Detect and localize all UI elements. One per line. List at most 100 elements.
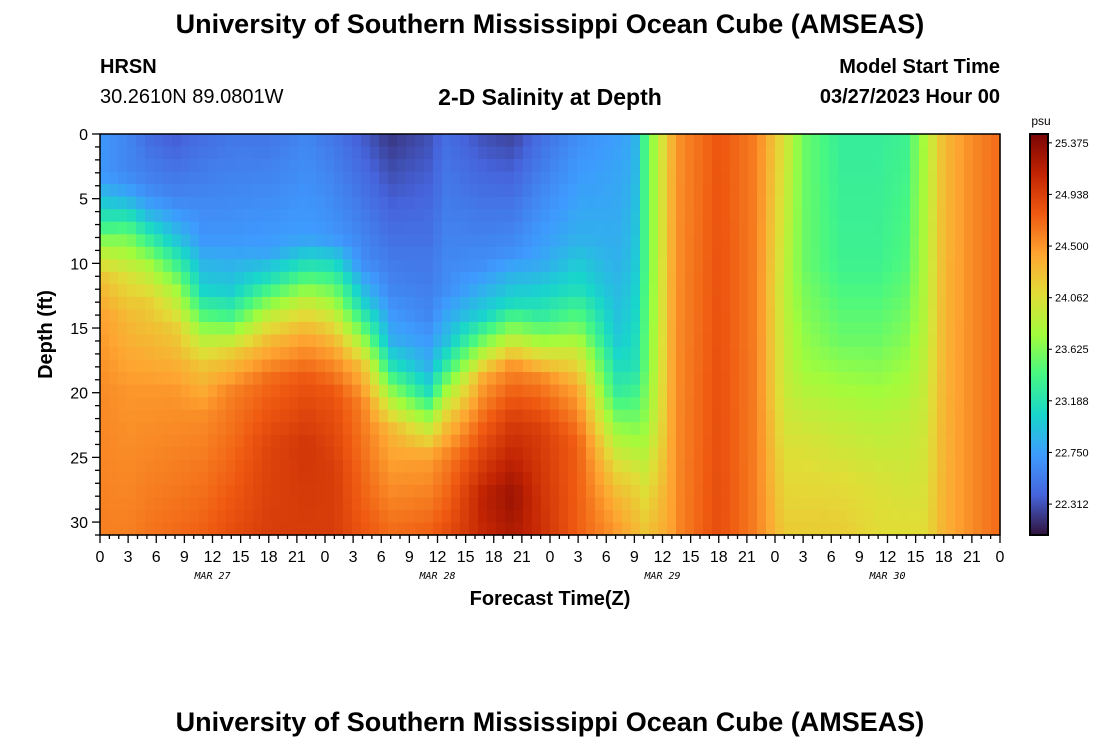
heatmap-cell — [640, 384, 650, 398]
heatmap-cell — [145, 372, 155, 386]
heatmap-cell — [784, 171, 794, 185]
heatmap-cell — [946, 347, 956, 361]
heatmap-cell — [523, 422, 533, 436]
heatmap-cell — [298, 384, 308, 398]
heatmap-cell — [712, 384, 722, 398]
heatmap-cell — [298, 284, 308, 298]
heatmap-cell — [343, 234, 353, 248]
heatmap-cell — [847, 196, 857, 210]
heatmap-cell — [613, 159, 623, 173]
heatmap-cell — [352, 522, 362, 536]
heatmap-cell — [631, 284, 641, 298]
heatmap-cell — [190, 196, 200, 210]
heatmap-cell — [838, 171, 848, 185]
heatmap-cell — [505, 472, 515, 486]
heatmap-cell — [622, 422, 632, 436]
heatmap-cell — [253, 234, 263, 248]
heatmap-cell — [262, 509, 272, 524]
heatmap-cell — [334, 246, 344, 260]
heatmap-cell — [856, 359, 866, 373]
heatmap-cell — [298, 497, 308, 511]
heatmap-cell — [262, 196, 272, 210]
heatmap-cell — [118, 347, 128, 361]
heatmap-cell — [325, 497, 335, 511]
heatmap-cell — [910, 309, 920, 323]
heatmap-cell — [739, 271, 749, 285]
heatmap-cell — [919, 284, 929, 298]
heatmap-cell — [496, 246, 506, 260]
heatmap-cell — [658, 309, 668, 323]
heatmap-cell — [253, 497, 263, 511]
heatmap-cell — [946, 246, 956, 260]
heatmap-cell — [631, 184, 641, 198]
heatmap-cell — [235, 184, 245, 198]
heatmap-cell — [352, 447, 362, 461]
heatmap-cell — [631, 459, 641, 473]
heatmap-cell — [838, 246, 848, 260]
heatmap-cell — [928, 296, 938, 311]
heatmap-cell — [487, 484, 497, 499]
heatmap-cell — [550, 422, 560, 436]
heatmap-cell — [460, 221, 470, 235]
heatmap-cell — [451, 146, 461, 160]
heatmap-cell — [757, 397, 767, 411]
heatmap-cell — [910, 359, 920, 373]
heatmap-cell — [271, 246, 281, 260]
heatmap-cell — [253, 384, 263, 398]
heatmap-cell — [325, 409, 335, 423]
heatmap-cell — [460, 159, 470, 173]
heatmap-cell — [496, 459, 506, 473]
heatmap-cell — [334, 209, 344, 223]
heatmap-cell — [613, 259, 623, 273]
heatmap-cell — [208, 259, 218, 273]
heatmap-cell — [973, 334, 983, 348]
chart-title: University of Southern Mississippi Ocean… — [175, 9, 925, 39]
heatmap-cell — [847, 221, 857, 235]
heatmap-cell — [397, 234, 407, 248]
heatmap-cell — [838, 284, 848, 298]
heatmap-cell — [721, 259, 731, 273]
heatmap-cell — [883, 484, 893, 499]
heatmap-cell — [685, 409, 695, 423]
heatmap-cell — [964, 522, 974, 536]
heatmap-cell — [262, 246, 272, 260]
y-axis-label: Depth (ft) — [35, 290, 57, 379]
heatmap-cell — [163, 522, 173, 536]
heatmap-cell — [316, 271, 326, 285]
heatmap-cell — [154, 384, 164, 398]
heatmap-cell — [559, 259, 569, 273]
heatmap-cell — [379, 159, 389, 173]
heatmap-cell — [838, 497, 848, 511]
x-tick-label: 3 — [349, 549, 358, 566]
heatmap-cell — [379, 484, 389, 499]
heatmap-cell — [982, 459, 992, 473]
heatmap-cell — [523, 221, 533, 235]
heatmap-cell — [901, 472, 911, 486]
heatmap-cell — [640, 309, 650, 323]
heatmap-cell — [316, 284, 326, 298]
heatmap-cell — [469, 284, 479, 298]
heatmap-cell — [136, 397, 146, 411]
heatmap-cell — [226, 422, 236, 436]
heatmap-cell — [550, 146, 560, 160]
heatmap-cell — [154, 184, 164, 198]
x-tick-label: 9 — [855, 549, 864, 566]
heatmap-cell — [496, 221, 506, 235]
heatmap-cell — [775, 321, 785, 336]
heatmap-cell — [208, 184, 218, 198]
heatmap-cell — [613, 459, 623, 473]
heatmap-cell — [874, 334, 884, 348]
heatmap-cell — [847, 134, 857, 148]
heatmap-cell — [856, 221, 866, 235]
heatmap-cell — [550, 359, 560, 373]
heatmap-cell — [955, 296, 965, 311]
heatmap-cell — [883, 372, 893, 386]
heatmap-cell — [145, 246, 155, 260]
heatmap-cell — [325, 184, 335, 198]
heatmap-cell — [217, 159, 227, 173]
heatmap-cell — [919, 384, 929, 398]
heatmap-cell — [433, 309, 443, 323]
heatmap-cell — [262, 434, 272, 448]
heatmap-cell — [748, 309, 758, 323]
heatmap-cell — [739, 522, 749, 536]
